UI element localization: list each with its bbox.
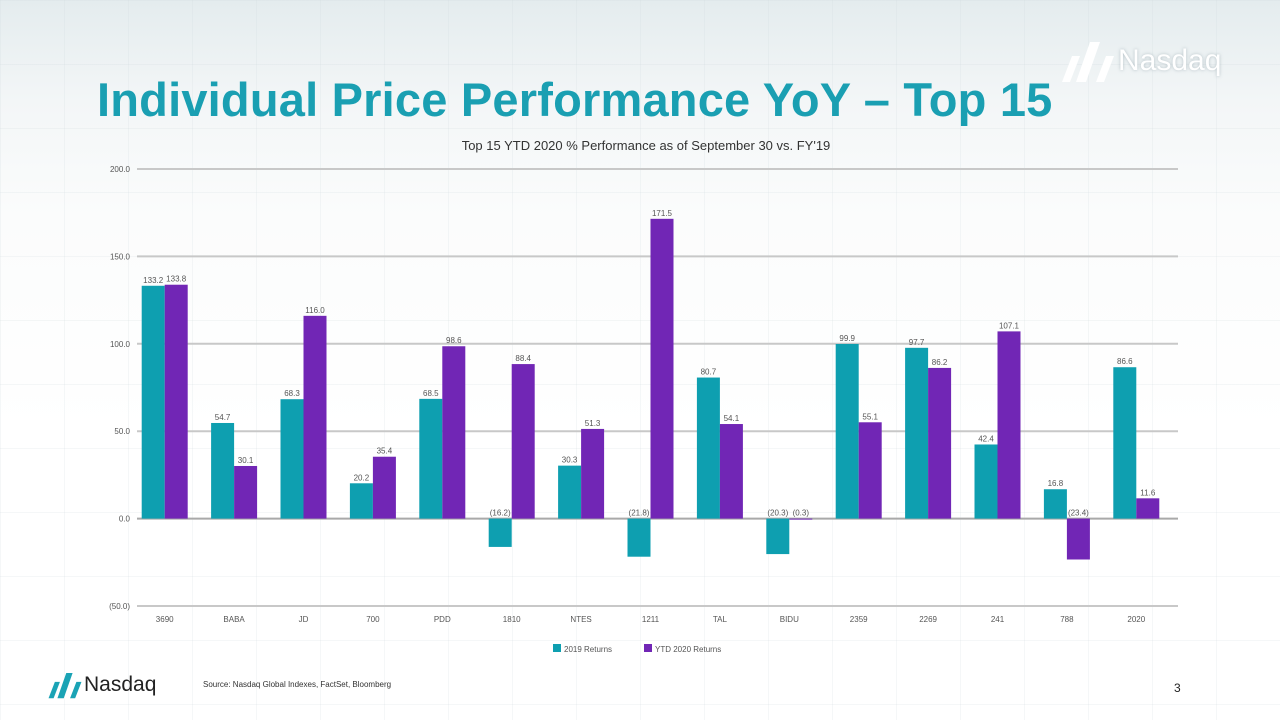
page-number: 3 xyxy=(1174,681,1181,695)
x-tick-label: 2359 xyxy=(850,615,868,624)
data-label: 98.6 xyxy=(446,336,462,345)
nasdaq-logo-top: Nasdaq xyxy=(1058,36,1221,86)
data-label: 107.1 xyxy=(999,321,1020,330)
brand-name: Nasdaq xyxy=(84,673,157,696)
x-tick-label: BABA xyxy=(223,615,245,624)
data-label: (21.8) xyxy=(629,509,650,518)
nasdaq-logo-bottom: Nasdaq xyxy=(46,668,156,702)
x-tick-label: 241 xyxy=(991,615,1005,624)
slide-title: Individual Price Performance YoY – Top 1… xyxy=(97,73,1053,126)
x-tick-label: PDD xyxy=(434,615,451,624)
bar-2019 xyxy=(558,465,582,519)
y-tick-label: (50.0) xyxy=(109,602,130,611)
bar-2019 xyxy=(1043,489,1067,519)
bar-2019 xyxy=(905,347,929,519)
x-tick-label: JD xyxy=(299,615,309,624)
bar-2019 xyxy=(419,398,443,519)
bar-2020 xyxy=(928,367,952,519)
legend: 2019 Returns YTD 2020 Returns xyxy=(553,644,721,654)
x-tick-label: 700 xyxy=(366,615,380,624)
legend-swatch-2020 xyxy=(644,644,652,652)
bar-2019 xyxy=(211,422,235,519)
bar-2019 xyxy=(696,377,720,519)
data-label: 20.2 xyxy=(354,473,370,482)
y-tick-label: 200.0 xyxy=(110,165,131,174)
y-tick-label: 100.0 xyxy=(110,340,131,349)
bar-2020 xyxy=(719,424,743,519)
x-tick-label: 2269 xyxy=(919,615,937,624)
data-label: (23.4) xyxy=(1068,509,1089,518)
data-label: 42.4 xyxy=(978,434,994,443)
data-label: 133.8 xyxy=(166,275,187,284)
legend-swatch-2019 xyxy=(553,644,561,652)
data-label: (16.2) xyxy=(490,509,511,518)
data-label: 86.6 xyxy=(1117,357,1133,366)
legend-label-2019: 2019 Returns xyxy=(564,645,612,654)
data-label: 86.2 xyxy=(932,358,948,367)
bar-2020 xyxy=(789,518,813,520)
data-label: 30.1 xyxy=(238,456,254,465)
x-tick-label: 2020 xyxy=(1127,615,1145,624)
data-label: (20.3) xyxy=(767,509,788,518)
data-label: 171.5 xyxy=(652,209,673,218)
data-label: 116.0 xyxy=(305,306,325,315)
bar-2019 xyxy=(627,518,651,557)
bar-2020 xyxy=(442,346,466,519)
data-label: 54.7 xyxy=(215,413,231,422)
data-label: 54.1 xyxy=(724,414,740,423)
data-label: 11.6 xyxy=(1140,488,1156,497)
bar-2020 xyxy=(372,456,396,519)
x-tick-label: 1211 xyxy=(642,615,660,624)
source-note: Source: Nasdaq Global Indexes, FactSet, … xyxy=(203,680,392,689)
bar-2020 xyxy=(997,331,1021,519)
y-tick-label: 50.0 xyxy=(114,427,130,436)
bar-2020 xyxy=(511,364,535,519)
bar-2020 xyxy=(858,422,882,519)
nasdaq-mark-icon xyxy=(1062,42,1114,82)
legend-label-2020: YTD 2020 Returns xyxy=(655,645,721,654)
data-label: 88.4 xyxy=(515,354,531,363)
data-label: 51.3 xyxy=(585,419,601,428)
data-label: 97.7 xyxy=(909,338,925,347)
x-tick-label: 1810 xyxy=(503,615,521,624)
bar-2019 xyxy=(835,343,859,519)
bar-2019 xyxy=(141,285,165,519)
bar-2019 xyxy=(280,399,304,519)
data-label: 35.4 xyxy=(377,447,393,456)
x-tick-label: BIDU xyxy=(780,615,799,624)
bar-2019 xyxy=(349,483,373,519)
bar-2019 xyxy=(766,518,790,555)
bar-2019 xyxy=(488,518,512,547)
data-label: 133.2 xyxy=(143,276,164,285)
data-label: 16.8 xyxy=(1048,479,1064,488)
data-label: 68.5 xyxy=(423,389,439,398)
data-label: 68.3 xyxy=(284,389,300,398)
bar-2020 xyxy=(650,218,674,519)
x-tick-label: TAL xyxy=(713,615,728,624)
x-tick-label: 788 xyxy=(1060,615,1074,624)
bar-2019 xyxy=(974,444,998,519)
y-tick-label: 150.0 xyxy=(110,252,131,261)
bar-2020 xyxy=(1136,498,1160,519)
brand-name: Nasdaq xyxy=(1118,44,1222,77)
data-label: 30.3 xyxy=(562,456,578,465)
data-label: 55.1 xyxy=(862,412,878,421)
bar-2019 xyxy=(1113,367,1137,519)
bar-2020 xyxy=(1066,518,1090,560)
data-label: (0.3) xyxy=(793,509,810,518)
bar-2020 xyxy=(303,315,327,519)
bar-2020 xyxy=(581,428,605,519)
y-tick-label: 0.0 xyxy=(119,515,131,524)
nasdaq-mark-icon xyxy=(48,672,82,699)
bar-2020 xyxy=(164,284,188,519)
bar-2020 xyxy=(234,465,258,519)
x-tick-label: NTES xyxy=(570,615,591,624)
data-label: 80.7 xyxy=(701,368,717,377)
x-tick-label: 3690 xyxy=(156,615,174,624)
chart-title: Top 15 YTD 2020 % Performance as of Sept… xyxy=(462,138,831,153)
data-label: 99.9 xyxy=(839,334,855,343)
